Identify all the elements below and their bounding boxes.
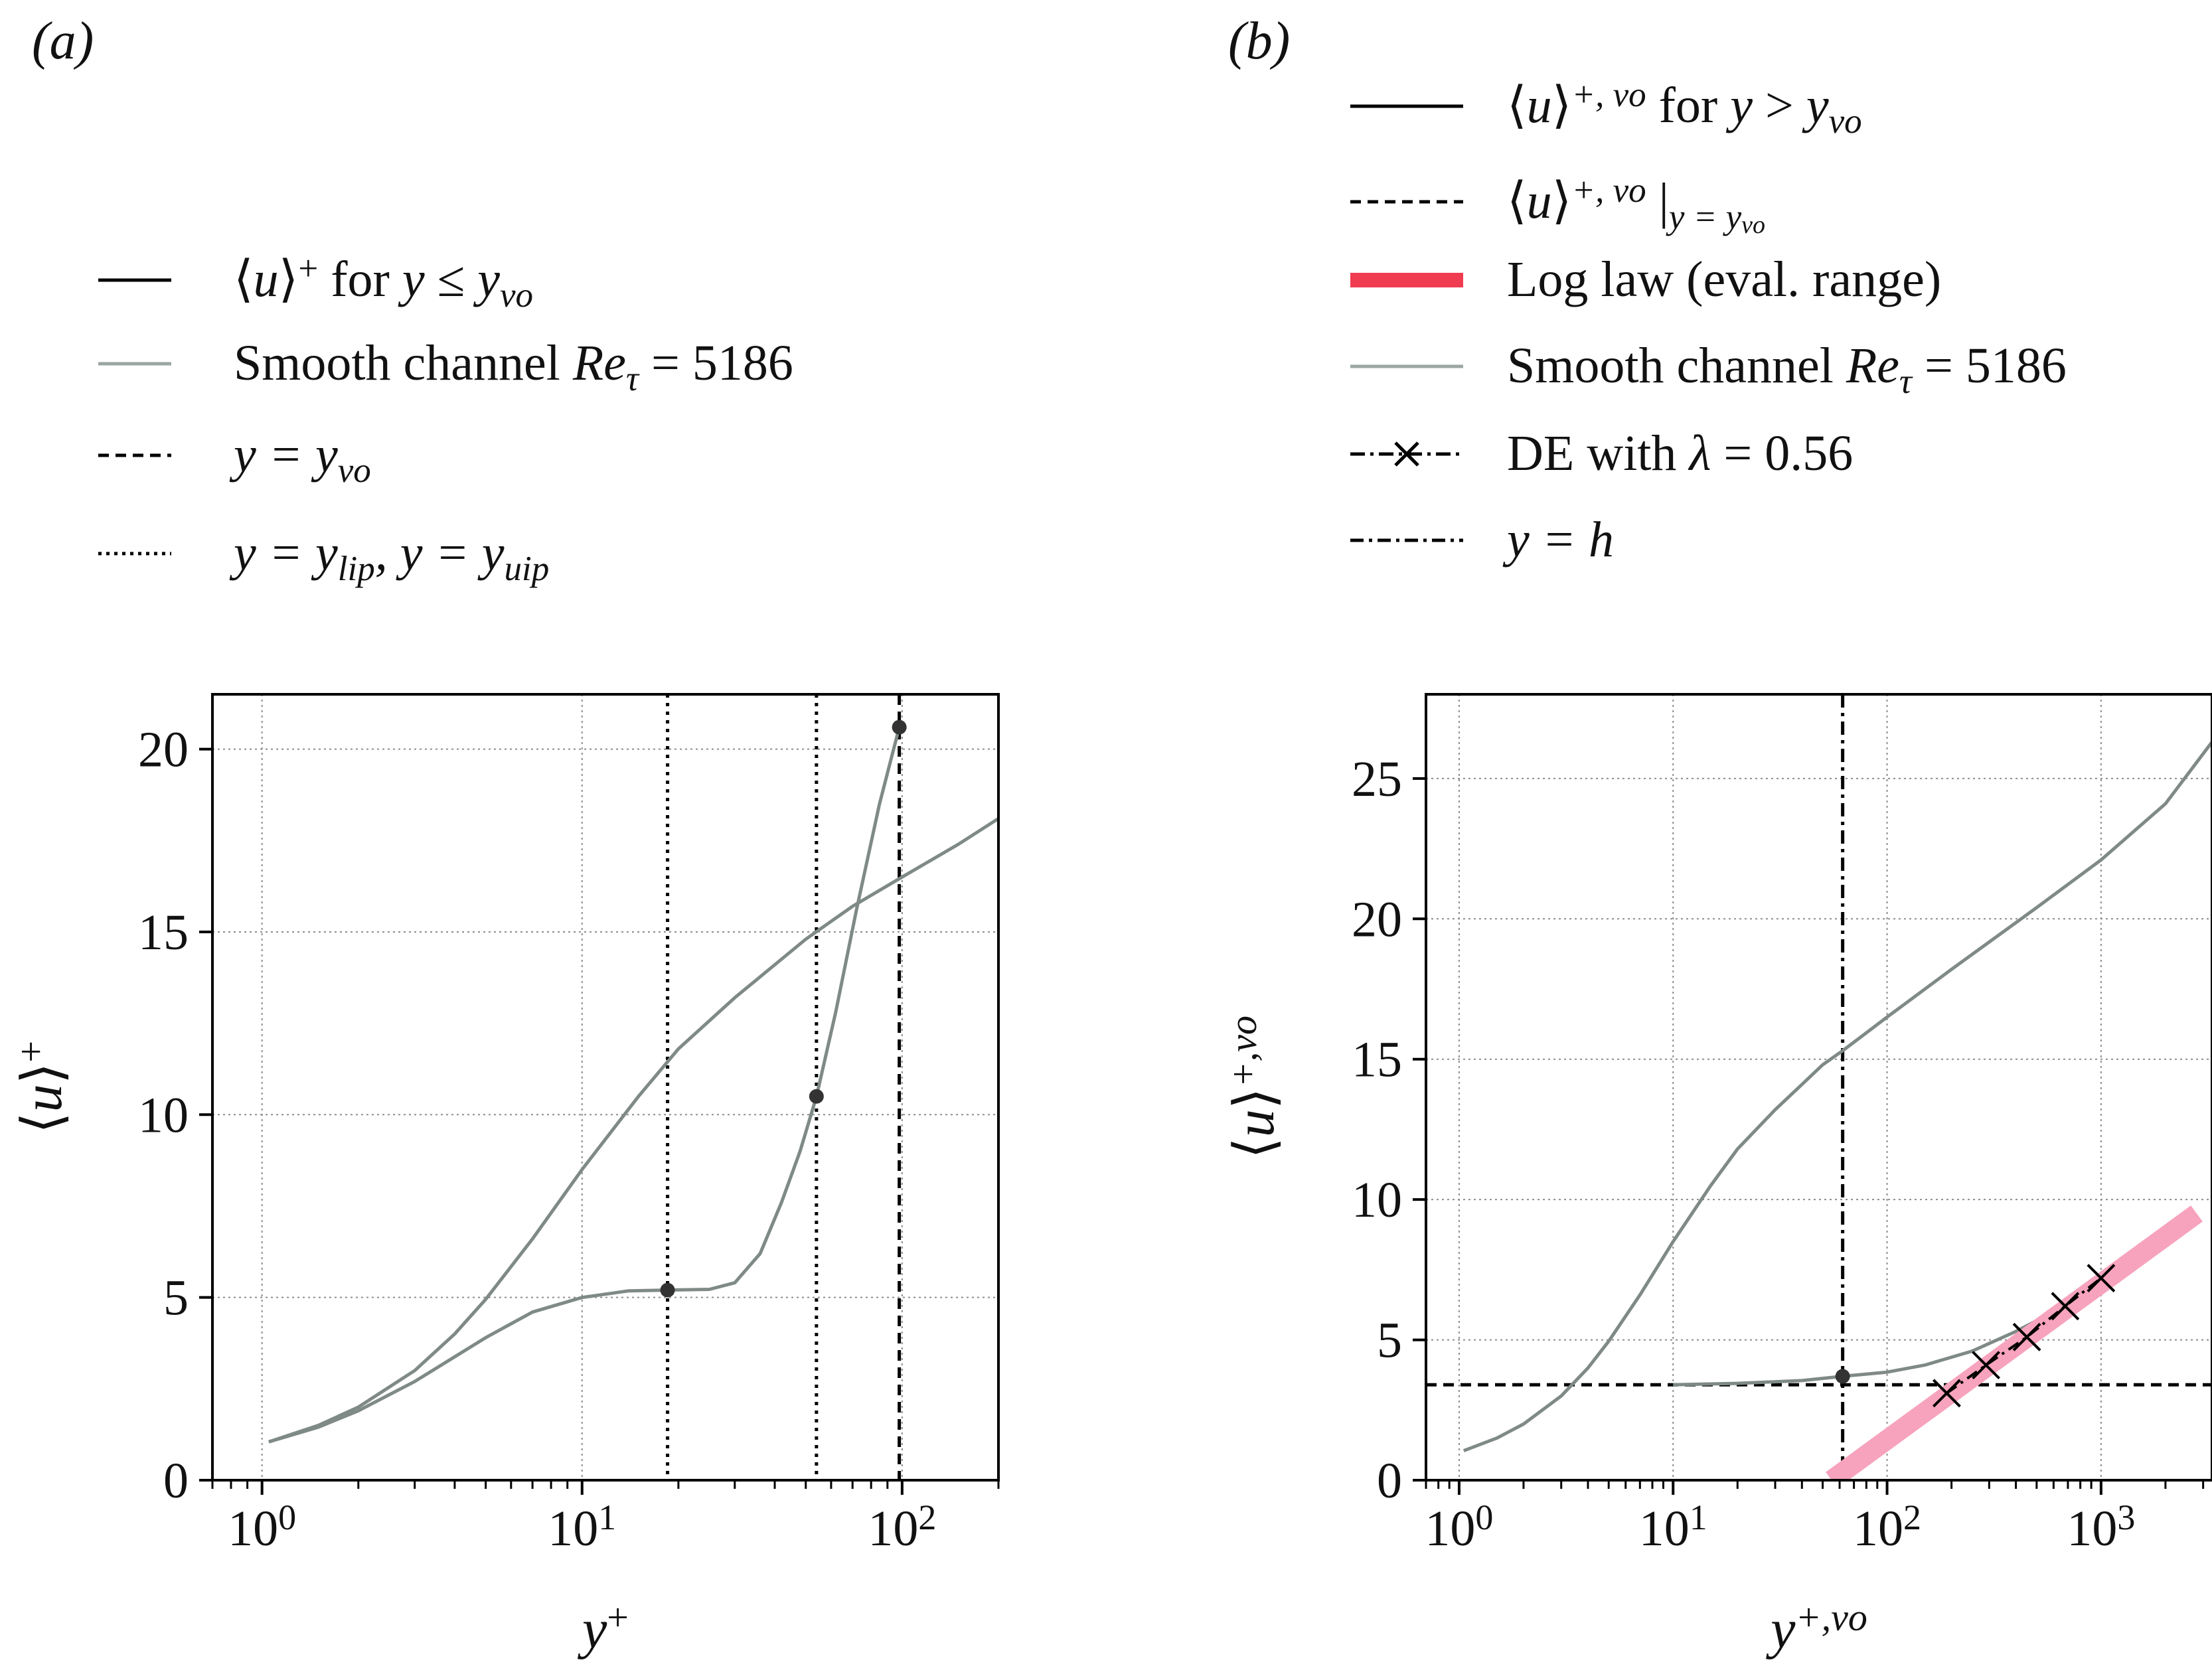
legend-label: y = yvo	[229, 427, 371, 490]
y-tick-label: 15	[1352, 1032, 1402, 1088]
grid	[212, 694, 998, 1481]
de-marker	[2087, 1264, 2116, 1292]
legend-item: y = ylip, y = yuip	[98, 525, 549, 588]
y-tick-label: 5	[163, 1270, 189, 1326]
x-tick-label: 103	[2067, 1497, 2135, 1557]
legend-item: Smooth channel Reτ = 5186	[1350, 338, 2067, 401]
panel-b: (b) ⟨u⟩+, vo for y > yvo ⟨u⟩+, vo |y = yvo…	[1222, 12, 2212, 1660]
y-tick-label: 0	[1377, 1453, 1402, 1509]
x-tick-label: 101	[548, 1497, 616, 1557]
x-tick-label: 102	[1853, 1497, 1921, 1557]
legend: ⟨u⟩+ for y ≤ yvo Smooth channel Reτ = 518…	[98, 250, 793, 588]
legend-item: Log law (eval. range)	[1350, 252, 1941, 307]
data-point	[660, 1282, 675, 1298]
axes-frame	[211, 693, 1000, 1482]
series-line	[1673, 1231, 2183, 1387]
legend: ⟨u⟩+, vo for y > yvo ⟨u⟩+, vo |y = yvo Log…	[1350, 76, 2067, 568]
y-tick-label: 15	[138, 905, 189, 960]
y-tick-label: 10	[138, 1087, 189, 1143]
axes-frame	[1425, 693, 2212, 1482]
de-line	[1946, 1276, 2102, 1395]
x-axis-label: y+,vo	[1765, 1596, 1867, 1660]
de-marker	[2012, 1322, 2041, 1351]
plot-area	[268, 694, 998, 1480]
y-tick-label: 0	[163, 1453, 189, 1509]
series-line	[1462, 741, 2212, 1452]
series-line	[268, 726, 902, 1444]
y-tick-label: 5	[1377, 1313, 1402, 1369]
x-tick-label: 100	[1425, 1497, 1493, 1557]
de-marker	[1972, 1351, 2001, 1380]
y-axis-label: ⟨u⟩+	[9, 1041, 74, 1134]
legend-item: y = h	[1350, 512, 1614, 568]
legend-label: Smooth channel Reτ = 5186	[234, 335, 793, 398]
x-tick-label: 100	[228, 1497, 296, 1557]
panel-a: (a) ⟨u⟩+ for y ≤ yvo Smooth channel Reτ = …	[9, 12, 1000, 1660]
plot-area	[1426, 694, 2212, 1480]
panel-label: (b)	[1228, 12, 1290, 70]
y-tick-label: 10	[1352, 1172, 1402, 1228]
de-marker	[1932, 1379, 1961, 1408]
legend-label: DE with λ = 0.56	[1507, 425, 1853, 481]
de-marker	[2051, 1292, 2080, 1321]
data-point	[809, 1089, 824, 1104]
legend-label: Smooth channel Reτ = 5186	[1507, 338, 2067, 401]
legend-label: ⟨u⟩+ for y ≤ yvo	[234, 250, 533, 315]
data-point	[1835, 1369, 1850, 1384]
legend-item: ⟨u⟩+ for y ≤ yvo	[98, 250, 533, 315]
series-line	[268, 817, 998, 1444]
x-tick-label: 101	[1639, 1497, 1707, 1557]
legend-item: y = yvo	[98, 427, 371, 490]
legend-item: DE with λ = 0.56	[1350, 425, 1853, 481]
x-ticks	[1425, 1480, 2205, 1495]
x-ticks	[211, 1480, 1000, 1495]
legend-item: ⟨u⟩+, vo for y > yvo	[1350, 76, 1862, 141]
legend-label: Log law (eval. range)	[1507, 252, 1941, 307]
y-tick-label: 20	[1352, 891, 1402, 947]
x-axis-label: y+	[577, 1596, 629, 1660]
y-axis-label: ⟨u⟩+,vo	[1222, 1016, 1286, 1159]
legend-label: y = ylip, y = yuip	[229, 525, 549, 588]
legend-marker	[1394, 441, 1419, 467]
legend-item: Smooth channel Reτ = 5186	[98, 335, 793, 398]
legend-label: y = h	[1502, 512, 1614, 568]
x-tick-label: 102	[868, 1497, 936, 1557]
legend-label: ⟨u⟩+, vo |y = yvo	[1507, 171, 1765, 239]
grid	[1426, 694, 2212, 1481]
y-tick-label: 20	[138, 722, 189, 778]
data-point	[892, 720, 907, 735]
y-tick-label: 25	[1352, 751, 1402, 807]
panel-label: (a)	[32, 12, 94, 70]
legend-item: ⟨u⟩+, vo |y = yvo	[1350, 171, 1765, 239]
legend-label: ⟨u⟩+, vo for y > yvo	[1507, 76, 1862, 141]
